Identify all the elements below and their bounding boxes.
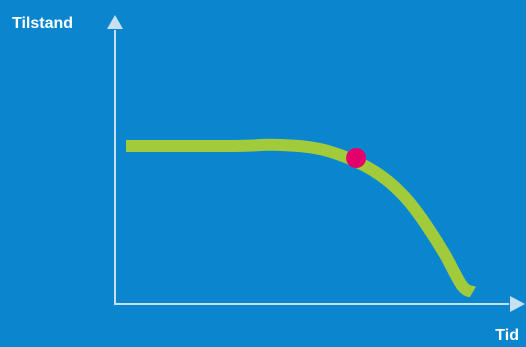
x-axis-arrow-icon xyxy=(510,296,525,312)
axes xyxy=(107,15,525,312)
y-axis-title: Tilstand xyxy=(12,15,73,32)
y-axis-arrow-icon xyxy=(107,15,123,29)
x-axis-title: Tid xyxy=(495,327,519,344)
series-line xyxy=(126,138,476,298)
highlight-point xyxy=(346,148,367,168)
